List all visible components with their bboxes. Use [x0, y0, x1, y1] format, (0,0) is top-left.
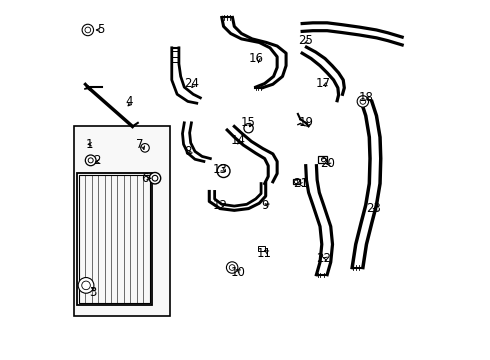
Circle shape: [217, 165, 230, 177]
Text: 23: 23: [366, 202, 381, 215]
Text: 24: 24: [184, 77, 199, 90]
Circle shape: [141, 144, 149, 152]
Text: 17: 17: [316, 77, 331, 90]
Circle shape: [244, 123, 253, 133]
Circle shape: [294, 180, 298, 184]
Circle shape: [152, 175, 158, 181]
Circle shape: [78, 278, 94, 293]
Bar: [74, 126, 170, 316]
Text: 3: 3: [90, 286, 97, 299]
Circle shape: [226, 262, 238, 273]
Text: 16: 16: [248, 52, 263, 65]
Text: 12: 12: [213, 198, 227, 212]
Circle shape: [357, 96, 368, 107]
Text: 19: 19: [298, 116, 313, 129]
Text: 9: 9: [261, 198, 269, 212]
Circle shape: [360, 99, 366, 104]
Circle shape: [82, 24, 94, 36]
Text: 25: 25: [298, 34, 313, 47]
Circle shape: [229, 265, 235, 270]
Text: 13: 13: [213, 163, 227, 176]
Text: 8: 8: [184, 145, 192, 158]
Circle shape: [85, 155, 96, 166]
Circle shape: [82, 281, 90, 290]
Bar: [318, 157, 327, 163]
Text: 4: 4: [125, 95, 133, 108]
Text: 7: 7: [136, 138, 144, 151]
Text: 1: 1: [86, 138, 94, 151]
Text: 18: 18: [359, 91, 374, 104]
Text: 11: 11: [257, 247, 272, 260]
Bar: [77, 173, 152, 305]
Circle shape: [321, 157, 326, 162]
Text: 15: 15: [241, 116, 256, 129]
Text: 5: 5: [97, 23, 104, 36]
Circle shape: [149, 172, 161, 184]
Bar: [79, 175, 150, 303]
Circle shape: [88, 158, 93, 163]
Text: 21: 21: [293, 177, 308, 190]
Text: 14: 14: [230, 134, 245, 147]
Text: 6: 6: [141, 172, 149, 185]
Circle shape: [85, 27, 91, 33]
Text: 22: 22: [316, 252, 331, 265]
Bar: [258, 246, 266, 251]
Text: 10: 10: [230, 266, 245, 279]
Bar: [293, 179, 300, 184]
Text: 20: 20: [319, 157, 335, 170]
Text: 2: 2: [93, 154, 100, 167]
